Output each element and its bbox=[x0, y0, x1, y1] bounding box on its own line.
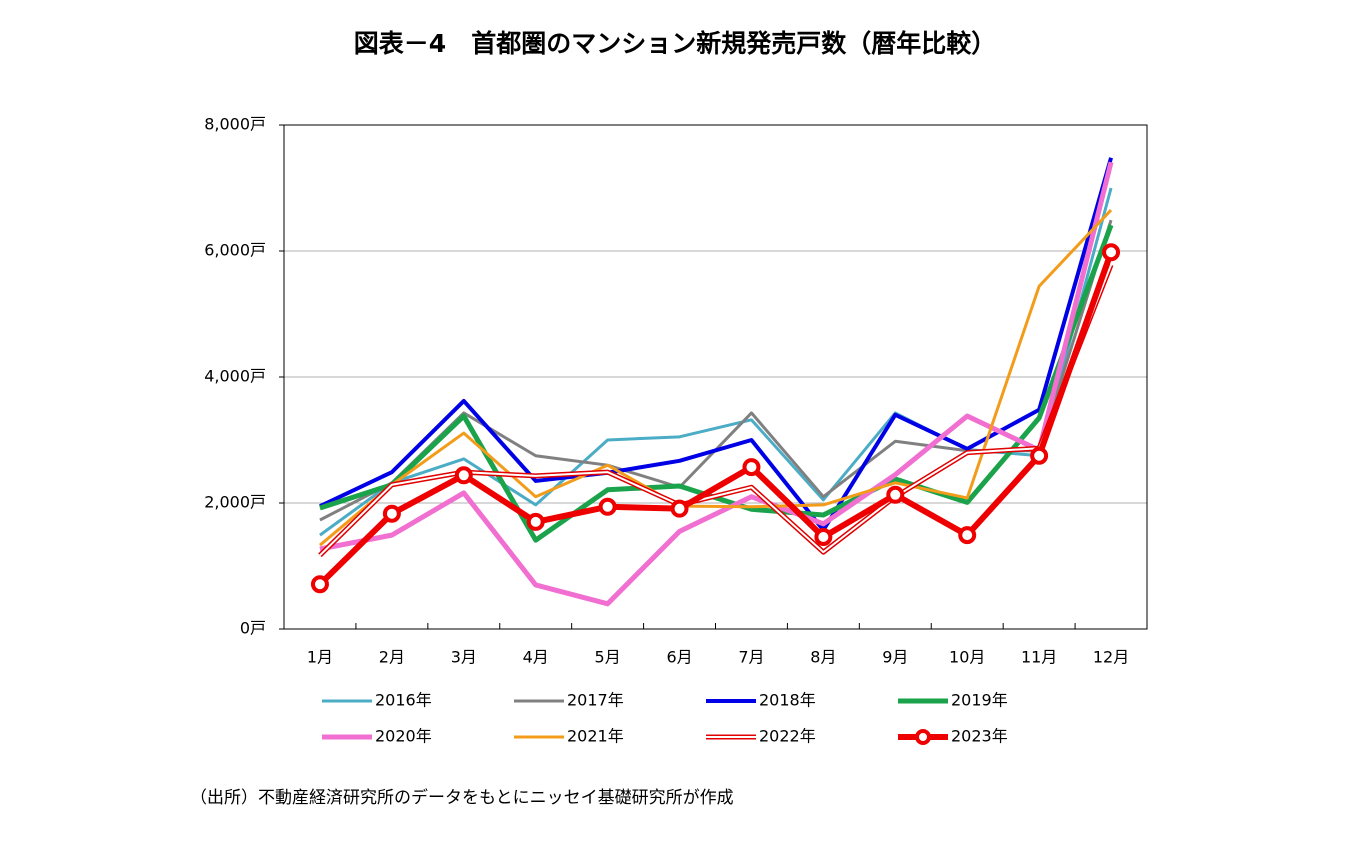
legend-label: 2021年 bbox=[567, 727, 624, 746]
y-tick-label: 4,000戸 bbox=[204, 367, 266, 386]
x-tick-label: 5月 bbox=[595, 648, 621, 667]
data-point bbox=[670, 499, 689, 518]
y-tick-label: 6,000戸 bbox=[204, 241, 266, 260]
series-line bbox=[319, 157, 1113, 533]
x-tick-label: 4月 bbox=[523, 648, 549, 667]
data-point bbox=[526, 512, 545, 531]
data-point bbox=[814, 528, 833, 547]
x-tick-label: 10月 bbox=[949, 648, 985, 667]
x-tick-label: 12月 bbox=[1093, 648, 1129, 667]
legend-label: 2017年 bbox=[567, 691, 624, 710]
x-tick-label: 6月 bbox=[666, 648, 692, 667]
x-tick-label: 3月 bbox=[451, 648, 477, 667]
series-line bbox=[318, 209, 1113, 547]
y-tick-label: 8,000戸 bbox=[204, 115, 266, 134]
data-point bbox=[886, 485, 905, 504]
data-point bbox=[598, 497, 617, 516]
legend-label: 2016年 bbox=[375, 691, 432, 710]
data-point bbox=[1102, 243, 1121, 262]
data-point bbox=[742, 458, 761, 477]
y-tick-label: 0戸 bbox=[240, 619, 266, 638]
legend-marker bbox=[915, 729, 931, 745]
chart-title: 図表－4 首都圏のマンション新規発売戸数（暦年比較） bbox=[354, 29, 996, 58]
data-point bbox=[1030, 446, 1049, 465]
series-line bbox=[319, 161, 1114, 607]
x-tick-label: 8月 bbox=[810, 648, 836, 667]
legend-label: 2023年 bbox=[951, 727, 1008, 746]
y-tick-label: 2,000戸 bbox=[204, 493, 266, 512]
series-line-inner bbox=[319, 264, 1112, 557]
legend-label: 2018年 bbox=[759, 691, 816, 710]
data-point bbox=[310, 575, 329, 594]
series-line bbox=[319, 187, 1113, 537]
data-point bbox=[958, 526, 977, 545]
legend-label: 2020年 bbox=[375, 727, 432, 746]
series-line bbox=[317, 251, 1114, 587]
x-tick-label: 7月 bbox=[738, 648, 764, 667]
x-tick-label: 11月 bbox=[1021, 648, 1057, 667]
x-tick-label: 2月 bbox=[379, 648, 405, 667]
x-tick-label: 1月 bbox=[307, 648, 333, 667]
legend-label: 2022年 bbox=[759, 727, 816, 746]
source-note: （出所）不動産経済研究所のデータをもとにニッセイ基礎研究所が作成 bbox=[190, 787, 734, 808]
data-point bbox=[382, 504, 401, 523]
data-point bbox=[454, 466, 473, 485]
x-tick-label: 9月 bbox=[882, 648, 908, 667]
series-line bbox=[319, 224, 1114, 543]
legend-label: 2019年 bbox=[951, 691, 1008, 710]
